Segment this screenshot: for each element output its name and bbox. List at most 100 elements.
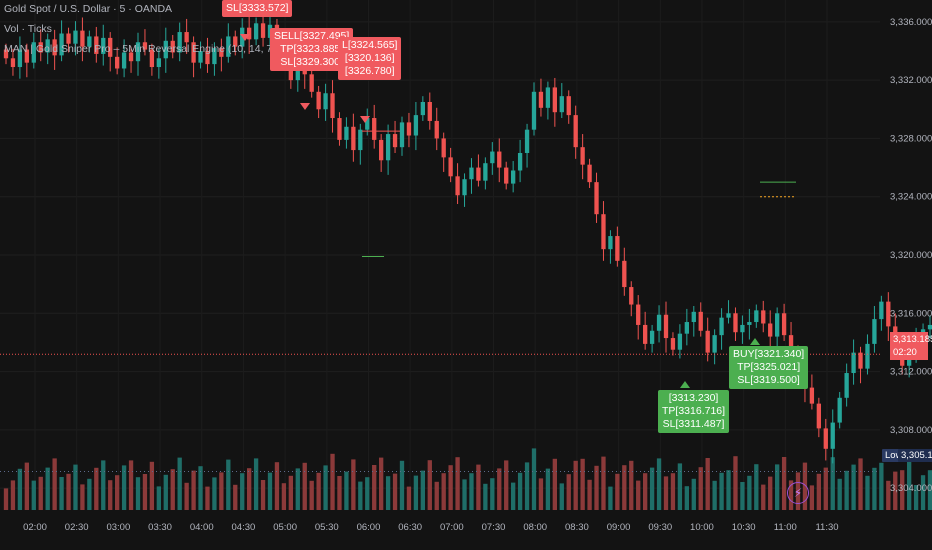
x-tick-label: 06:30 — [398, 522, 422, 533]
candle-body — [184, 32, 189, 43]
volume-bar — [247, 468, 252, 510]
volume-bar — [608, 486, 613, 510]
volume-bar — [365, 477, 370, 510]
candle-body — [511, 170, 516, 184]
volume-bar — [455, 457, 460, 510]
volume-bar — [260, 480, 266, 510]
volume-bar — [712, 480, 717, 510]
candle-body — [490, 151, 495, 164]
candle-body — [455, 176, 460, 196]
candle-body — [927, 324, 932, 330]
volume-bar — [726, 470, 731, 510]
candle-body — [649, 330, 655, 344]
volume-bar — [420, 470, 425, 510]
volume-bar — [649, 467, 655, 510]
volume-bar — [670, 473, 676, 510]
volume-bar — [108, 480, 113, 510]
volume-bar — [747, 475, 752, 510]
volume-bar — [775, 464, 780, 510]
candle-body — [476, 167, 481, 181]
low-price-tag: 3,305.140 — [898, 449, 932, 462]
candle-body — [712, 335, 717, 353]
candle-body — [323, 93, 328, 110]
candle-body — [615, 236, 620, 261]
legend-symbol[interactable]: Gold Spot / U.S. Dollar · 5 · OANDA — [4, 3, 173, 15]
candle-body — [538, 91, 544, 108]
candle-body — [545, 87, 551, 108]
x-tick-label: 02:00 — [23, 522, 47, 533]
volume-bar — [872, 467, 877, 510]
candle-body — [858, 352, 863, 369]
volume-bar — [858, 458, 863, 510]
current-price-tag: 3,313.185 02:20 — [890, 332, 932, 360]
candle-body — [115, 56, 120, 69]
candle-body — [462, 179, 467, 196]
y-tick-label: 3,316.000 — [890, 308, 932, 319]
volume-bar — [830, 457, 835, 510]
volume-bar — [177, 457, 182, 510]
volume-bar — [768, 476, 773, 510]
candle-body — [288, 62, 293, 81]
volume-bar — [469, 473, 474, 510]
candle-body — [392, 134, 398, 148]
volume-bar — [511, 482, 516, 510]
volume-bar — [545, 468, 551, 510]
volume-bar — [274, 462, 280, 510]
candle-body — [247, 27, 252, 40]
time-axis[interactable]: 02:00 02:30 03:00 03:30 04:00 04:30 05:00 05:30… — [23, 522, 838, 533]
candle-body — [594, 182, 599, 215]
volume-bar — [920, 475, 926, 510]
candle-body — [844, 373, 849, 398]
candle-body — [872, 319, 877, 344]
volume-bar — [580, 458, 585, 510]
candle-body — [413, 115, 419, 136]
volume-bar — [427, 460, 432, 510]
volume-bar — [198, 466, 203, 510]
candle-body — [768, 323, 773, 337]
volume-bar — [142, 474, 148, 510]
volume-bar — [476, 464, 481, 510]
candle-body — [80, 30, 85, 47]
volume-bar — [226, 459, 231, 510]
price-axis[interactable]: 3,336.000 3,332.000 3,328.000 3,324.000 3,32… — [890, 17, 932, 494]
candle-body — [358, 129, 363, 151]
candle-body — [128, 52, 134, 62]
candle-body — [351, 126, 356, 151]
volume-bar — [121, 465, 127, 510]
candle-body — [337, 118, 342, 140]
candle-body — [656, 314, 662, 331]
legend-volume[interactable]: Vol · Ticks — [4, 23, 52, 35]
x-tick-label: 11:00 — [774, 522, 797, 533]
candle-body — [330, 93, 335, 119]
volume-bar — [413, 475, 419, 510]
y-tick-label: 3,304.000 — [890, 483, 932, 494]
sell-label-top: SL[3333.572] — [222, 0, 293, 17]
grid-lines — [0, 21, 880, 489]
candle-body — [879, 301, 884, 320]
candle-body — [552, 87, 557, 113]
y-tick-label: 3,312.000 — [890, 367, 932, 378]
volume-bar — [615, 473, 620, 510]
candle-body — [608, 236, 613, 250]
volume-bar — [656, 458, 662, 510]
sell-arrow — [300, 103, 310, 110]
candle-body — [399, 122, 405, 148]
countdown-timer: 02:20 — [893, 347, 917, 358]
candle-body — [101, 37, 106, 54]
volume-bar — [406, 486, 412, 510]
candle-body — [663, 314, 669, 339]
candle-body — [66, 33, 71, 44]
candle-body — [677, 333, 683, 350]
candle-body — [59, 33, 64, 56]
candle-body — [385, 134, 391, 161]
candle-body — [170, 40, 175, 53]
lightning-bolt-icon[interactable]: ⚡ — [787, 482, 809, 504]
volume-bar — [900, 470, 905, 510]
volume-bar — [823, 467, 828, 510]
candle-body — [448, 157, 453, 177]
candle-body — [38, 42, 43, 53]
volume-bar — [267, 472, 273, 510]
candle-body — [809, 387, 815, 404]
volume-bar — [281, 483, 287, 510]
